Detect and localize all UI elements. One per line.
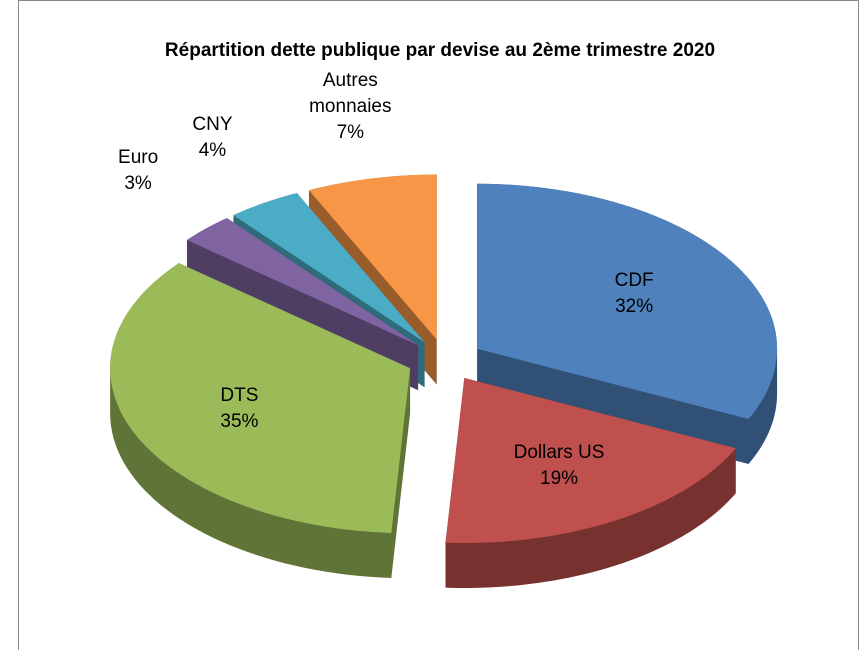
- value-label: 19%: [540, 468, 579, 490]
- slice: [186, 218, 419, 346]
- category-label: CNY: [192, 114, 233, 136]
- chart-border: [18, 0, 859, 650]
- chart-title: Répartition dette publique par devise au…: [164, 40, 716, 61]
- data-label: Autres monnaies 7%: [295, 68, 405, 146]
- slice: [445, 377, 736, 543]
- slice: [477, 183, 778, 420]
- category-label: Dollars US: [513, 442, 605, 464]
- category-label: Euro: [118, 147, 159, 169]
- slice: [233, 193, 425, 343]
- value-label: 4%: [198, 140, 227, 162]
- value-label: 35%: [220, 410, 259, 432]
- value-label: 7%: [336, 122, 365, 144]
- value-label: 32%: [615, 295, 654, 317]
- slice: [308, 174, 437, 340]
- category-label: DTS: [220, 384, 259, 406]
- slice: [110, 263, 411, 533]
- data-label: Dollars US 19%: [514, 440, 605, 492]
- data-label: CNY 4%: [192, 112, 232, 164]
- value-label: 3%: [124, 173, 152, 195]
- data-label: DTS 35%: [220, 383, 258, 435]
- data-label: Euro 3%: [118, 145, 158, 197]
- data-label: CDF 32%: [615, 268, 654, 320]
- category-label: Autres monnaies: [309, 70, 392, 118]
- category-label: CDF: [614, 269, 654, 291]
